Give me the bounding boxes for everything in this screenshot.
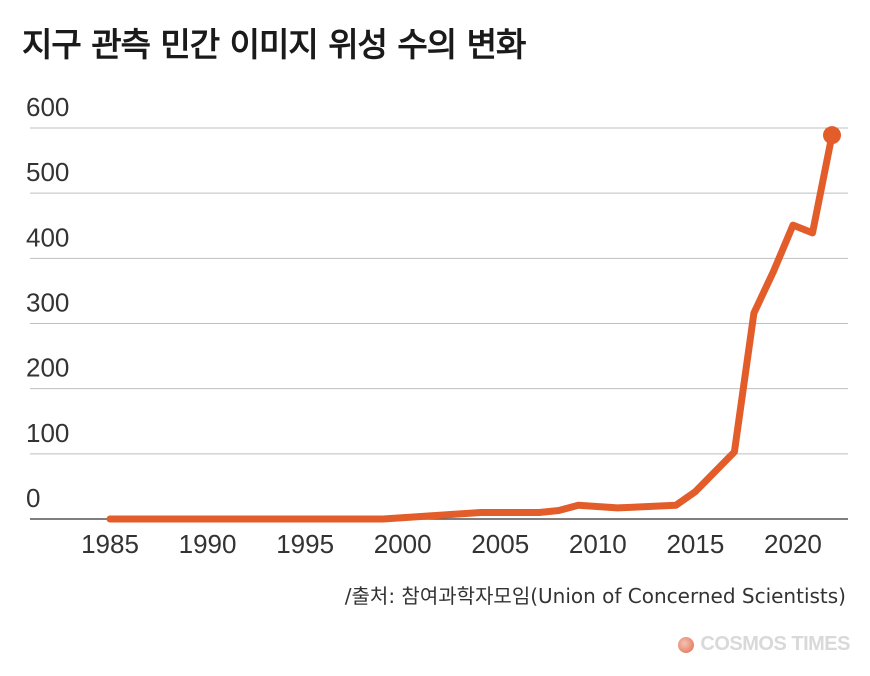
y-tick-label: 0	[26, 483, 40, 513]
logo-mark-icon	[678, 636, 695, 653]
y-tick-label: 200	[26, 353, 69, 383]
x-tick-label: 1985	[81, 529, 139, 559]
x-tick-label: 1990	[179, 529, 237, 559]
x-tick-label: 1995	[276, 529, 334, 559]
x-tick-label: 2005	[471, 529, 529, 559]
source-note: /출처: 참여과학자모임(Union of Concerned Scientis…	[344, 584, 846, 608]
x-tick-label: 2010	[569, 529, 627, 559]
y-axis-ticks: 0 100 200 300 400 500 600	[26, 92, 69, 513]
x-tick-label: 2000	[374, 529, 432, 559]
logo-text: COSMOS TIMES	[700, 633, 850, 655]
x-tick-label: 2015	[666, 529, 724, 559]
y-tick-label: 500	[26, 157, 69, 187]
y-tick-label: 400	[26, 222, 69, 252]
y-tick-label: 100	[26, 418, 69, 448]
x-tick-label: 2020	[764, 529, 822, 559]
series-line	[106, 131, 836, 523]
chart-title: 지구 관측 민간 이미지 위성 수의 변화	[22, 25, 526, 64]
y-tick-label: 600	[26, 92, 69, 122]
x-axis-ticks: 1985 1990 1995 2000 2005 2010 2015 2020	[81, 529, 822, 559]
brand-logo: COSMOS TIMES	[678, 633, 850, 656]
y-tick-label: 300	[26, 288, 69, 318]
series-layer	[106, 126, 841, 523]
end-point-marker	[823, 126, 841, 145]
